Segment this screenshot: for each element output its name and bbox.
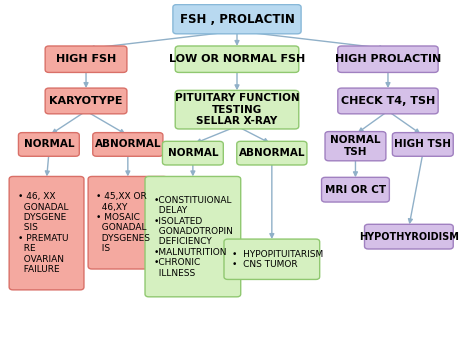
FancyBboxPatch shape (321, 178, 389, 202)
Text: HYPOTHYROIDISM: HYPOTHYROIDISM (359, 232, 459, 242)
Text: ABNORMAL: ABNORMAL (238, 148, 305, 158)
FancyBboxPatch shape (175, 91, 299, 129)
Text: KARYOTYPE: KARYOTYPE (49, 96, 123, 106)
FancyBboxPatch shape (145, 176, 241, 297)
FancyBboxPatch shape (175, 46, 299, 72)
FancyBboxPatch shape (392, 133, 453, 156)
FancyBboxPatch shape (9, 176, 84, 290)
FancyBboxPatch shape (45, 46, 127, 72)
FancyBboxPatch shape (88, 176, 167, 269)
Text: • 46, XX
  GONADAL
  DYSGENE
  SIS
• PREMATU
  RE
  OVARIAN
  FAILURE: • 46, XX GONADAL DYSGENE SIS • PREMATU R… (18, 192, 68, 274)
FancyBboxPatch shape (237, 141, 307, 165)
Text: ABNORMAL: ABNORMAL (95, 140, 161, 149)
Text: NORMAL: NORMAL (168, 148, 218, 158)
Text: •CONSTITUIONAL
  DELAY
•ISOLATED
  GONADOTROPIN
  DEFICIENCY
•MALNUTRITION
•CHRO: •CONSTITUIONAL DELAY •ISOLATED GONADOTRO… (154, 196, 233, 278)
Text: PITUITARY FUNCTION
TESTING
SELLAR X-RAY: PITUITARY FUNCTION TESTING SELLAR X-RAY (175, 93, 299, 126)
FancyBboxPatch shape (325, 132, 386, 161)
Text: CHECK T4, TSH: CHECK T4, TSH (341, 96, 435, 106)
Text: HIGH TSH: HIGH TSH (394, 140, 451, 149)
Text: NORMAL
TSH: NORMAL TSH (330, 135, 381, 157)
FancyBboxPatch shape (163, 141, 223, 165)
Text: NORMAL: NORMAL (24, 140, 74, 149)
FancyBboxPatch shape (173, 5, 301, 34)
FancyBboxPatch shape (45, 88, 127, 114)
FancyBboxPatch shape (365, 224, 453, 249)
FancyBboxPatch shape (224, 239, 319, 279)
FancyBboxPatch shape (338, 88, 438, 114)
Text: HIGH FSH: HIGH FSH (56, 54, 116, 64)
FancyBboxPatch shape (93, 133, 163, 156)
FancyBboxPatch shape (338, 46, 438, 72)
Text: LOW OR NORMAL FSH: LOW OR NORMAL FSH (169, 54, 305, 64)
Text: FSH , PROLACTIN: FSH , PROLACTIN (180, 13, 294, 26)
Text: MRI OR CT: MRI OR CT (325, 185, 386, 195)
Text: HIGH PROLACTIN: HIGH PROLACTIN (335, 54, 441, 64)
FancyBboxPatch shape (18, 133, 79, 156)
Text: • 45,XX OR
  46,XY
• MOSAIC
  GONADAL
  DYSGENES
  IS: • 45,XX OR 46,XY • MOSAIC GONADAL DYSGEN… (97, 192, 150, 253)
Text: •  HYPOPITUITARISM
•  CNS TUMOR: • HYPOPITUITARISM • CNS TUMOR (232, 250, 324, 269)
